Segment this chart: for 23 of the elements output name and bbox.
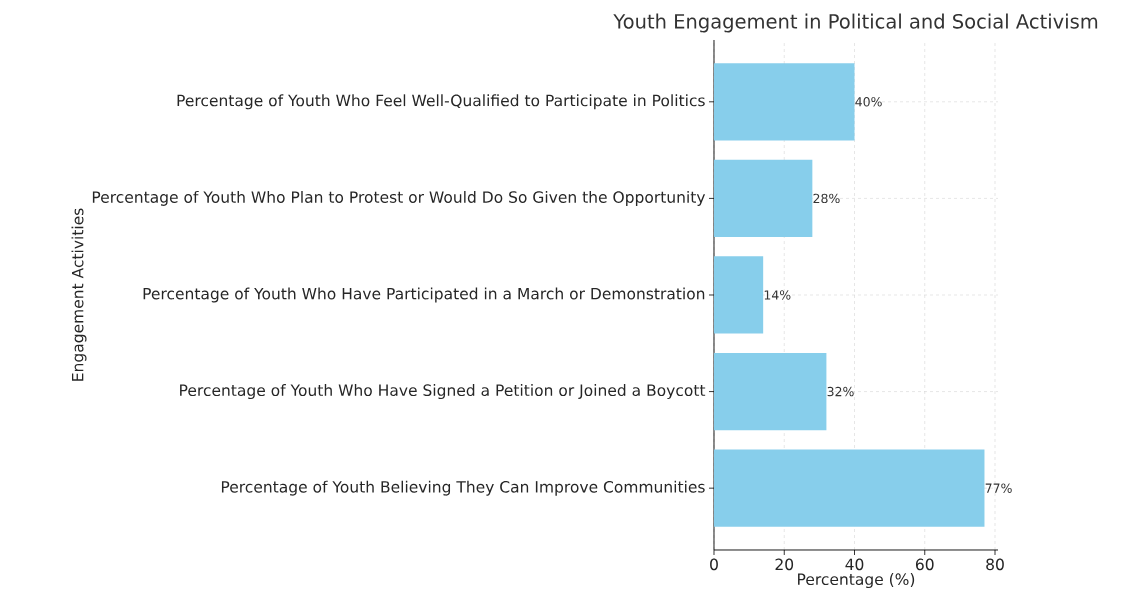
data-label: 32% <box>827 386 854 397</box>
x-tick-label: 20 <box>775 558 794 571</box>
data-label: 40% <box>855 97 882 107</box>
y-tick-label: Percentage of Youth Who Have Participated in a March or Demonstration <box>143 287 705 303</box>
data-label: 14% <box>764 290 791 300</box>
y-tick-label: Percentage of Youth Who Have Signed a Petition or Joined a Boycott <box>180 384 706 400</box>
x-tick-label: 60 <box>915 558 934 571</box>
y-tick-label: Percentage of Youth Who Feel Well-Qualified to Participate in Politics <box>177 94 705 110</box>
x-tick-label: 0 <box>710 558 718 571</box>
bar <box>714 449 985 527</box>
y-tick-label: Percentage of Youth Believing They Can Improve Communities <box>221 480 705 496</box>
y-axis-title: Engagement Activities <box>71 208 87 381</box>
data-label: 28% <box>813 193 840 204</box>
chart-title: Youth Engagement in Political and Social Activism <box>613 13 1098 33</box>
x-tick-label: 40 <box>845 558 864 571</box>
bar <box>714 352 827 431</box>
y-tick-label: Percentage of Youth Who Plan to Protest or Would Do So Given the Opportunity <box>92 190 706 206</box>
x-tick-label: 80 <box>986 558 1004 571</box>
data-label: 77% <box>985 483 1012 493</box>
x-axis-title: Percentage (%) <box>798 573 915 589</box>
bar <box>714 256 764 334</box>
bar <box>714 63 855 141</box>
bar <box>714 159 813 238</box>
